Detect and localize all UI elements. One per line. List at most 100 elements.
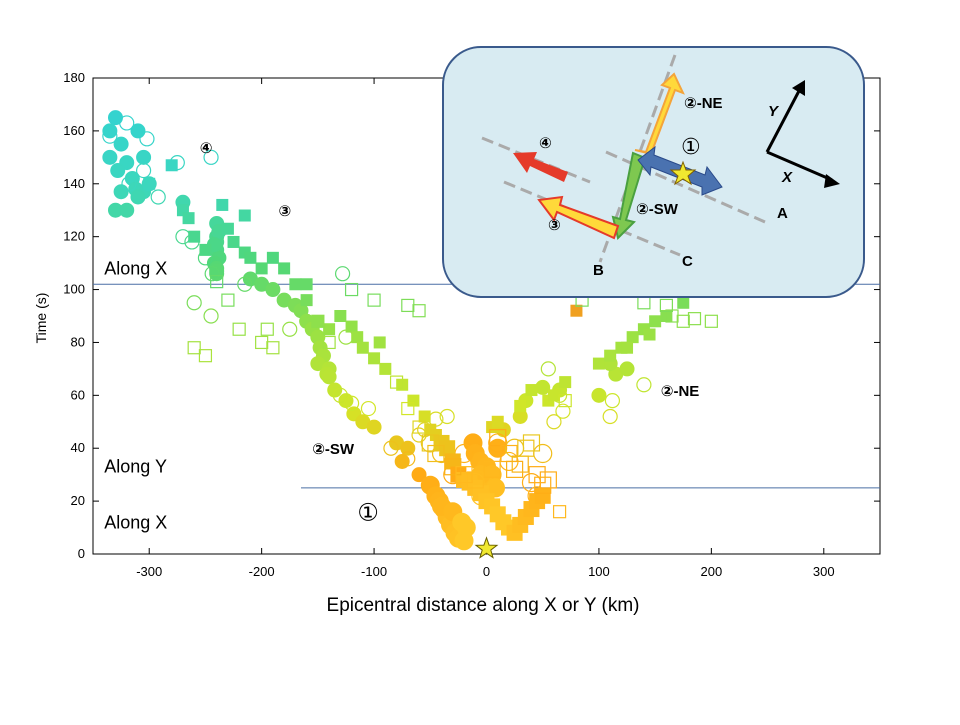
data-point: [345, 320, 358, 333]
x-tick-label: -200: [249, 564, 275, 579]
data-point: [400, 440, 416, 456]
data-point: [525, 384, 538, 397]
data-point: [559, 376, 572, 389]
data-point: [332, 387, 348, 403]
rupture-ne-arrow: [634, 72, 685, 156]
data-point: [439, 408, 455, 425]
chart-annotation: ④: [200, 140, 213, 157]
data-point: [483, 460, 501, 478]
data-point: [135, 162, 152, 179]
data-point: [182, 212, 195, 225]
x-tick-label: 100: [588, 564, 610, 579]
x-axis-title: Epicentral distance along X or Y (km): [327, 595, 640, 616]
data-point: [351, 331, 364, 344]
data-point: [456, 518, 476, 538]
data-point: [540, 361, 556, 377]
data-point: [677, 296, 690, 309]
data-point: [517, 439, 535, 457]
epicenter-marker: [474, 536, 499, 559]
data-point: [514, 399, 527, 412]
region-label: Along X: [104, 512, 167, 532]
data-point: [407, 394, 420, 407]
data-point: [204, 266, 220, 282]
data-point: [300, 294, 313, 307]
data-point: [522, 434, 541, 452]
data-point: [643, 328, 656, 341]
x-tick-label: -300: [136, 564, 162, 579]
data-point: [327, 382, 343, 398]
data-point: [321, 369, 337, 385]
y-tick-label: 100: [63, 282, 85, 297]
data-point: [491, 415, 504, 428]
data-point: [621, 341, 634, 354]
x-tick-label: 200: [701, 564, 723, 579]
data-point: [209, 263, 225, 279]
data-point: [439, 440, 456, 457]
data-point: [418, 410, 431, 423]
inset-anno-p2ne: ②-NE: [684, 95, 723, 112]
data-point: [444, 453, 461, 470]
data-point: [113, 136, 129, 152]
data-point: [412, 304, 426, 318]
data-point: [659, 298, 673, 313]
data-point: [427, 444, 445, 463]
data-point: [558, 394, 572, 408]
data-point: [604, 349, 617, 362]
x-tick-label: -100: [361, 564, 387, 579]
y-tick-label: 160: [63, 123, 85, 138]
data-point: [506, 460, 524, 478]
data-point: [102, 128, 118, 144]
data-point: [412, 420, 426, 434]
data-point: [282, 321, 298, 337]
data-point: [198, 349, 213, 363]
inset-epicenter-star: [669, 160, 697, 186]
data-point: [360, 400, 377, 417]
inset-anno-p2sw: ②-SW: [636, 201, 679, 218]
data-point: [227, 235, 240, 248]
data-point: [278, 262, 291, 275]
data-point: [570, 304, 583, 317]
data-point: [687, 312, 702, 326]
data-point: [604, 393, 621, 409]
y-axis-arrowhead: [792, 80, 805, 96]
data-point: [130, 189, 146, 205]
data-point: [528, 466, 546, 484]
inset-x-label: X: [781, 169, 793, 186]
data-point: [344, 282, 359, 297]
data-point: [488, 438, 508, 458]
data-point: [143, 177, 156, 190]
data-point: [150, 189, 166, 205]
data-point: [334, 266, 351, 282]
data-point: [591, 387, 607, 403]
data-point: [102, 149, 118, 165]
data-point: [311, 315, 324, 328]
data-point: [373, 336, 386, 349]
data-point: [704, 314, 718, 328]
y-tick-label: 80: [71, 334, 85, 349]
annotations: ① ②-SW ②-NE ③ ④: [200, 140, 700, 527]
inset-panel: [442, 46, 865, 298]
chart-annotation: ①: [357, 499, 379, 526]
y-tick-label: 0: [78, 546, 85, 561]
data-point: [636, 377, 652, 393]
chart-annotation: ②-NE: [661, 383, 700, 400]
data-point: [619, 361, 635, 377]
inset-label-b: B: [593, 262, 604, 279]
data-point: [547, 389, 560, 402]
data-point: [216, 198, 229, 211]
inset-y-label: Y: [768, 103, 780, 120]
inset-anno-p4: ④: [539, 135, 552, 152]
x-tick-label: 0: [483, 564, 490, 579]
inset-label-c: C: [682, 253, 693, 270]
data-point: [626, 331, 639, 344]
data-point: [546, 414, 562, 430]
data-point: [107, 110, 123, 126]
data-point: [255, 335, 269, 350]
data-point: [534, 476, 552, 494]
data-point: [383, 440, 399, 456]
data-point: [221, 222, 234, 235]
data-point: [265, 282, 281, 298]
data-point: [676, 314, 690, 328]
